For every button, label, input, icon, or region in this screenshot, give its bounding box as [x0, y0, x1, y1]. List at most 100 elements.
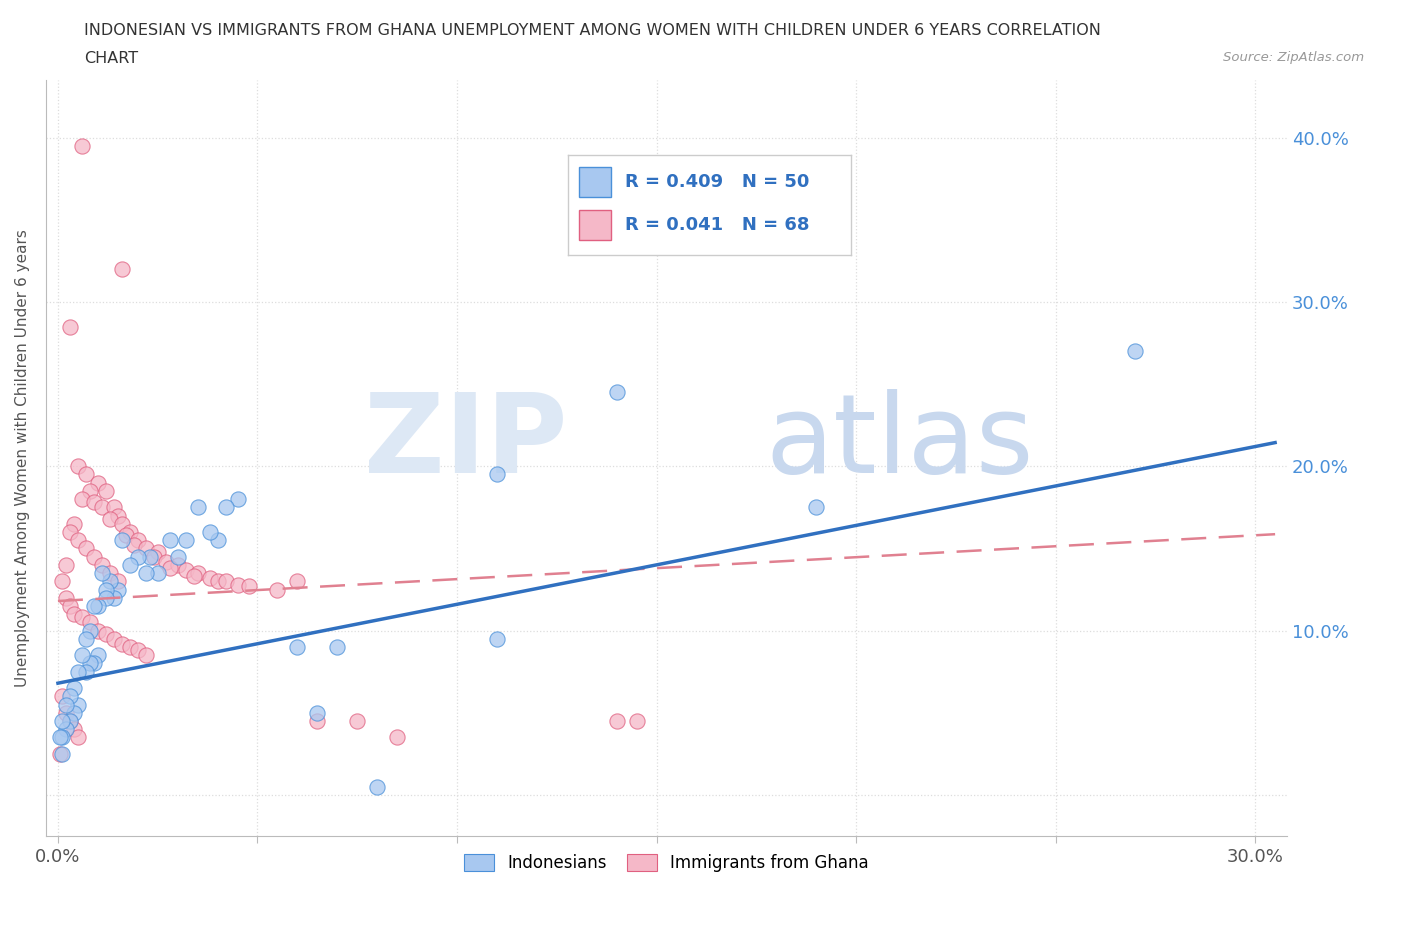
- Point: [55, 705, 77, 720]
- Point: [1125, 344, 1147, 359]
- Point: [114, 528, 136, 543]
- Text: atlas: atlas: [766, 390, 1035, 497]
- Point: [485, 631, 508, 646]
- Text: CHART: CHART: [84, 51, 138, 66]
- Point: [111, 261, 134, 276]
- Point: [307, 713, 329, 728]
- Point: [94, 484, 117, 498]
- Point: [287, 574, 309, 589]
- Point: [66, 698, 89, 712]
- Point: [238, 578, 260, 593]
- Text: R = 0.041   N = 68: R = 0.041 N = 68: [624, 216, 810, 233]
- Point: [75, 467, 97, 482]
- Point: [118, 525, 141, 539]
- Point: [55, 722, 77, 737]
- Point: [49, 730, 72, 745]
- Point: [51, 713, 73, 728]
- Bar: [579, 166, 610, 196]
- Point: [75, 631, 97, 646]
- Point: [87, 623, 110, 638]
- Point: [166, 550, 188, 565]
- Point: [226, 578, 249, 592]
- Point: [55, 591, 77, 605]
- Point: [87, 599, 110, 614]
- Point: [59, 319, 82, 334]
- Point: [287, 640, 309, 655]
- Point: [66, 458, 89, 473]
- Point: [485, 467, 508, 482]
- Point: [90, 565, 112, 580]
- Point: [98, 574, 121, 589]
- Point: [51, 747, 73, 762]
- Point: [87, 475, 110, 490]
- Point: [70, 139, 93, 153]
- Point: [198, 571, 221, 586]
- Y-axis label: Unemployment Among Women with Children Under 6 years: Unemployment Among Women with Children U…: [15, 229, 30, 687]
- Point: [59, 525, 82, 539]
- Point: [66, 533, 89, 548]
- Point: [135, 541, 157, 556]
- Point: [66, 664, 89, 679]
- Point: [174, 533, 197, 548]
- Point: [83, 495, 105, 510]
- Point: [94, 627, 117, 642]
- Point: [159, 561, 181, 576]
- Point: [107, 574, 129, 589]
- Point: [118, 557, 141, 572]
- Point: [214, 500, 236, 515]
- Point: [111, 533, 134, 548]
- Point: [198, 525, 221, 539]
- Point: [98, 565, 121, 580]
- Point: [187, 500, 209, 515]
- Point: [103, 500, 125, 515]
- Legend: Indonesians, Immigrants from Ghana: Indonesians, Immigrants from Ghana: [456, 845, 877, 881]
- Point: [75, 664, 97, 679]
- Point: [63, 705, 86, 720]
- Point: [146, 565, 169, 580]
- Point: [111, 636, 134, 651]
- Point: [107, 508, 129, 523]
- Bar: [579, 209, 610, 240]
- Point: [51, 574, 73, 589]
- Point: [326, 640, 349, 655]
- Point: [59, 713, 82, 728]
- Point: [207, 574, 229, 589]
- Point: [103, 591, 125, 605]
- Point: [266, 582, 288, 597]
- Point: [59, 689, 82, 704]
- Point: [155, 554, 177, 569]
- Point: [606, 385, 628, 400]
- Point: [626, 713, 648, 728]
- Point: [804, 500, 827, 515]
- Point: [103, 631, 125, 646]
- Point: [187, 565, 209, 580]
- Point: [83, 550, 105, 565]
- Point: [606, 713, 628, 728]
- Point: [70, 610, 93, 625]
- Text: INDONESIAN VS IMMIGRANTS FROM GHANA UNEMPLOYMENT AMONG WOMEN WITH CHILDREN UNDER: INDONESIAN VS IMMIGRANTS FROM GHANA UNEM…: [84, 23, 1101, 38]
- Point: [159, 533, 181, 548]
- Point: [79, 615, 101, 630]
- Point: [55, 698, 77, 712]
- Point: [118, 640, 141, 655]
- Point: [63, 722, 86, 737]
- Point: [94, 582, 117, 597]
- Point: [166, 557, 188, 572]
- Point: [111, 516, 134, 531]
- Point: [83, 656, 105, 671]
- Point: [226, 492, 249, 507]
- Point: [51, 730, 73, 745]
- Point: [49, 747, 72, 762]
- Point: [83, 599, 105, 614]
- Text: R = 0.409   N = 50: R = 0.409 N = 50: [624, 173, 808, 191]
- Point: [135, 565, 157, 580]
- Point: [70, 492, 93, 507]
- Point: [51, 689, 73, 704]
- Point: [346, 713, 368, 728]
- Point: [174, 563, 197, 578]
- Point: [79, 623, 101, 638]
- Point: [107, 582, 129, 597]
- Point: [79, 656, 101, 671]
- Point: [59, 713, 82, 728]
- Point: [122, 538, 145, 552]
